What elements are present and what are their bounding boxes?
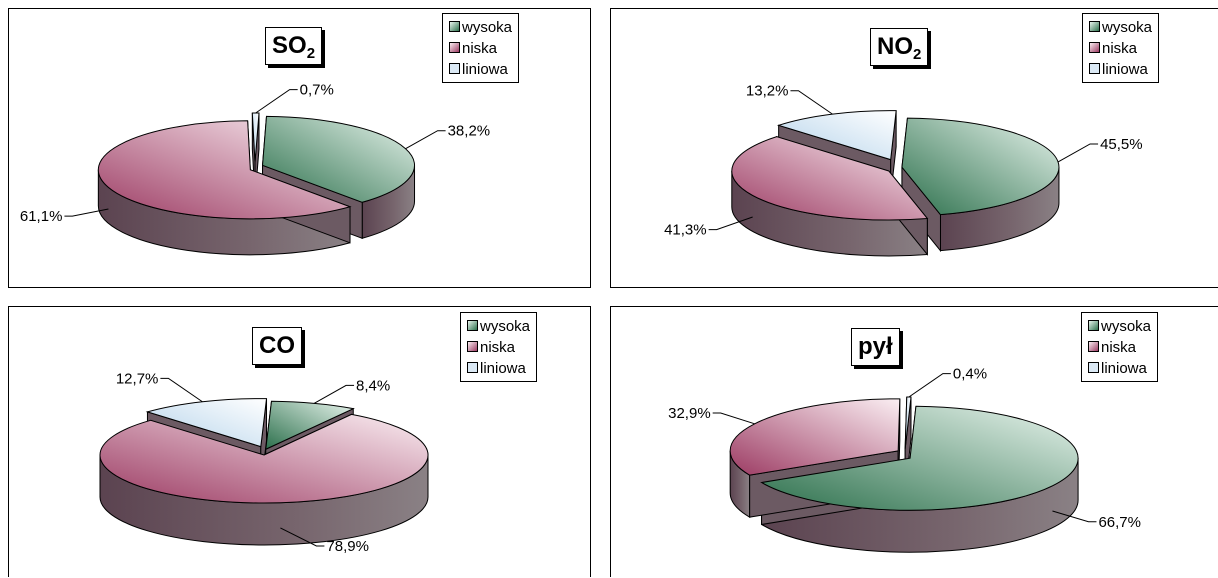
pie-chart-so2: 38,2% 61,1% 0,7% SO2 wysoka niska liniowa bbox=[8, 8, 591, 288]
legend: wysoka niska liniowa bbox=[1081, 312, 1159, 382]
data-label-wysoka: 38,2% bbox=[448, 123, 491, 140]
pie-plot: 8,4% 78,9% 12,7% bbox=[99, 370, 429, 555]
legend-item-liniowa: liniowa bbox=[1089, 59, 1152, 80]
pie-slice-niska bbox=[729, 398, 901, 476]
data-label-wysoka: 8,4% bbox=[356, 377, 390, 394]
pie-slice-liniowa bbox=[251, 112, 260, 163]
legend-item-liniowa: liniowa bbox=[467, 358, 530, 379]
data-label-liniowa: 0,4% bbox=[953, 366, 987, 383]
legend-item-wysoka: wysoka bbox=[467, 316, 530, 337]
legend: wysoka niska liniowa bbox=[442, 13, 520, 83]
pie-slice-liniowa bbox=[904, 396, 912, 450]
legend-item-niska: niska bbox=[467, 337, 530, 358]
pie-plot: 45,5% 41,3% 13,2% bbox=[664, 83, 1143, 257]
data-label-liniowa: 13,2% bbox=[746, 83, 789, 100]
data-label-leader bbox=[908, 373, 951, 398]
data-label-niska: 61,1% bbox=[20, 208, 63, 225]
pie-slice-niska bbox=[731, 136, 929, 221]
legend-item-wysoka: wysoka bbox=[1089, 17, 1152, 38]
pie-slice-niska bbox=[99, 413, 429, 504]
data-label-leader bbox=[280, 527, 325, 547]
pie-chart-pyl: 66,7% 32,9% 0,4% pył wysoka niska liniowa bbox=[610, 306, 1218, 577]
data-label-leader bbox=[712, 412, 755, 425]
pie-slice-niska bbox=[97, 120, 352, 220]
legend: wysoka niska liniowa bbox=[1082, 13, 1160, 83]
data-label-leader bbox=[405, 130, 446, 150]
data-label-leader bbox=[1057, 143, 1099, 163]
legend-item-niska: niska bbox=[449, 38, 512, 59]
pie-chart-no2: 45,5% 41,3% 13,2% NO2 wysoka niska liniowa bbox=[610, 8, 1218, 288]
legend: wysoka niska liniowa bbox=[460, 312, 538, 382]
chart-title: NO2 bbox=[870, 28, 929, 66]
data-label-wysoka: 66,7% bbox=[1098, 514, 1141, 531]
data-label-leader bbox=[313, 384, 355, 404]
pie-chart-co: 8,4% 78,9% 12,7% CO wysoka niska liniowa bbox=[8, 306, 591, 577]
data-label-leader bbox=[255, 89, 298, 114]
data-label-niska: 32,9% bbox=[668, 405, 711, 422]
pie-plot: 38,2% 61,1% 0,7% bbox=[20, 82, 491, 256]
data-label-wysoka: 45,5% bbox=[1100, 136, 1143, 153]
pie-slice-liniowa bbox=[145, 398, 268, 448]
legend-item-wysoka: wysoka bbox=[1088, 316, 1151, 337]
data-label-liniowa: 12,7% bbox=[116, 370, 159, 387]
legend-item-niska: niska bbox=[1088, 337, 1151, 358]
data-label-leader bbox=[64, 208, 109, 217]
pie-slice-liniowa bbox=[776, 110, 897, 161]
pie-slice-wysoka bbox=[262, 115, 416, 203]
data-label-liniowa: 0,7% bbox=[300, 82, 334, 99]
data-label-leader bbox=[1052, 510, 1097, 523]
pie-slice-wysoka bbox=[265, 400, 355, 451]
legend-item-liniowa: liniowa bbox=[1088, 358, 1151, 379]
legend-item-liniowa: liniowa bbox=[449, 59, 512, 80]
data-label-leader bbox=[708, 216, 753, 231]
data-label-niska: 41,3% bbox=[664, 222, 707, 239]
pie-plot: 66,7% 32,9% 0,4% bbox=[668, 366, 1141, 553]
data-label-leader bbox=[790, 90, 833, 115]
data-label-leader bbox=[160, 377, 203, 403]
legend-item-niska: niska bbox=[1089, 38, 1152, 59]
chart-title: CO bbox=[252, 327, 302, 365]
chart-title: SO2 bbox=[265, 27, 323, 65]
pie-slice-wysoka bbox=[901, 117, 1060, 216]
chart-title: pył bbox=[851, 328, 900, 366]
legend-item-wysoka: wysoka bbox=[449, 17, 512, 38]
pie-slice-wysoka bbox=[760, 405, 1079, 511]
data-label-niska: 78,9% bbox=[326, 538, 369, 555]
